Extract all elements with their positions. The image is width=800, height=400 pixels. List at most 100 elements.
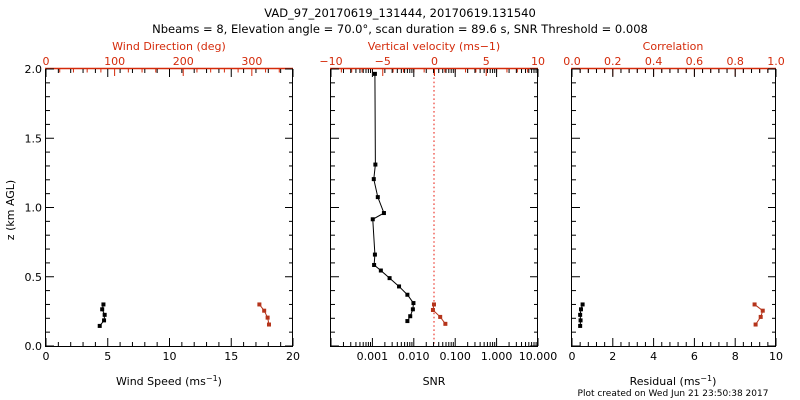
panel-wind-top-axis-title: Wind Direction (deg) (112, 40, 226, 53)
data-point-marker (101, 302, 106, 307)
data-point-marker (578, 323, 583, 328)
x-tick-label-top: 10 (531, 55, 545, 68)
panel-wind-frame (45, 68, 293, 347)
x-tick-label: 5 (104, 350, 111, 363)
x-tick-label: 0.100 (439, 350, 471, 363)
data-point-marker (102, 318, 107, 323)
x-tick-label-top: 200 (173, 55, 194, 68)
data-point-marker (397, 284, 402, 289)
panel-snr-bottom-ticklabels: 0.001 0.010 0.100 1.000 10.000 (357, 350, 558, 363)
y-tick-label: 1.0 (25, 202, 43, 215)
data-point-marker (97, 323, 102, 328)
figure-title: VAD_97_20170619_131444, 20170619.131540 (264, 6, 536, 20)
y-axis-title: z (km AGL) (4, 180, 17, 240)
x-tick-label-top: 0 (43, 55, 50, 68)
panel-snr-top-ticklabels: −10 −5 0 5 10 (319, 55, 545, 68)
panel-residual-bottom-axis-title: Residual (ms−1) (630, 374, 717, 389)
series-line (754, 304, 764, 325)
data-point-marker (405, 319, 410, 324)
x-tick-label: 10 (769, 350, 783, 363)
data-point-marker (102, 312, 107, 317)
panel-snr-bottom-axis-title: SNR (423, 375, 446, 388)
panel-wind-bottom-ticklabels: 0 5 10 15 20 (43, 350, 301, 363)
series-correlation (752, 302, 765, 327)
x-tick-label: 4 (650, 350, 657, 363)
data-point-marker (371, 177, 376, 182)
data-point-marker (381, 211, 386, 216)
data-point-marker (411, 301, 416, 306)
x-tick-label: 10 (163, 350, 177, 363)
data-point-marker (370, 217, 375, 222)
panel-residual-top-ticklabels: 0.0 0.2 0.4 0.6 0.8 1.0 (563, 55, 785, 68)
data-point-marker (758, 314, 763, 319)
x-tick-label-top: −5 (375, 55, 391, 68)
panel-residual-bottom-ticklabels: 0 2 4 6 8 10 (569, 350, 784, 363)
data-point-marker (753, 322, 758, 327)
x-tick-label: 6 (691, 350, 698, 363)
series-vertical-velocity (430, 302, 448, 326)
x-tick-label: 20 (286, 350, 300, 363)
panel-snr-top-axis-title: Vertical velocity (ms−1) (368, 40, 500, 53)
data-point-marker (578, 312, 583, 317)
y-tick-label: 0.0 (25, 340, 43, 353)
data-point-marker (100, 307, 105, 312)
figure-subtitle: Nbeams = 8, Elevation angle = 70.0°, sca… (152, 22, 648, 36)
y-tick-label: 0.5 (25, 271, 43, 284)
x-tick-label-top: 0.0 (563, 55, 581, 68)
data-point-marker (578, 307, 583, 312)
panel-snr-y-ticks (331, 68, 538, 347)
data-point-marker (372, 262, 377, 267)
x-tick-label-top: 0 (431, 55, 438, 68)
x-tick-label-top: 1.0 (767, 55, 785, 68)
panel-residual-frame (571, 68, 776, 347)
x-tick-label-top: 300 (241, 55, 262, 68)
series-line (258, 304, 270, 325)
x-tick-label-top: 0.6 (686, 55, 704, 68)
panel-wind-bottom-axis-title: Wind Speed (ms−1) (116, 374, 222, 389)
x-tick-label-top: 5 (483, 55, 490, 68)
data-point-marker (257, 302, 262, 307)
panel-residual: 0.0 0.2 0.4 0.6 0.8 1.0 0 2 4 6 8 10 (563, 55, 785, 363)
data-point-marker (408, 314, 413, 319)
panel-residual-top-axis-title: Correlation (643, 40, 704, 53)
data-point-marker (375, 195, 380, 200)
series-snr (370, 71, 416, 324)
x-tick-label-top: 0.8 (726, 55, 744, 68)
series-wind-speed (97, 302, 107, 328)
data-point-marker (373, 162, 378, 167)
series-residual (578, 302, 585, 328)
data-point-marker (752, 302, 757, 307)
x-tick-label-top: 100 (104, 55, 125, 68)
data-point-marker (410, 307, 415, 312)
data-point-marker (372, 71, 377, 76)
data-point-marker (578, 318, 583, 323)
x-tick-label: 8 (732, 350, 739, 363)
x-tick-label-top: 0.2 (604, 55, 622, 68)
x-tick-label: 0.010 (398, 350, 430, 363)
data-point-marker (438, 314, 443, 319)
data-point-marker (405, 292, 410, 297)
y-tick-label: 2.0 (25, 63, 43, 76)
series-wind-direction (257, 302, 271, 327)
data-point-marker (372, 252, 377, 257)
data-point-marker (265, 315, 270, 320)
data-point-marker (262, 308, 267, 313)
y-tick-label: 1.5 (25, 132, 43, 145)
data-point-marker (266, 322, 271, 327)
x-tick-label: 15 (224, 350, 238, 363)
panel-wind: 0 100 200 300 0 5 10 15 20 0.0 0.5 1.0 1.5 2.0 (25, 55, 301, 363)
data-point-marker (760, 308, 765, 313)
data-point-marker (387, 276, 392, 281)
panel-residual-y-ticks (572, 68, 776, 347)
x-tick-label: 0 (43, 350, 50, 363)
panel-residual-bottom-ticks (571, 69, 777, 346)
x-tick-label-top: −10 (319, 55, 342, 68)
x-tick-label: 0 (569, 350, 576, 363)
data-point-marker (431, 302, 436, 307)
x-tick-label: 10.000 (519, 350, 558, 363)
x-tick-label-top: 0.4 (645, 55, 663, 68)
data-point-marker (378, 268, 383, 273)
data-point-marker (443, 321, 448, 326)
panel-wind-y-ticks (46, 68, 293, 347)
